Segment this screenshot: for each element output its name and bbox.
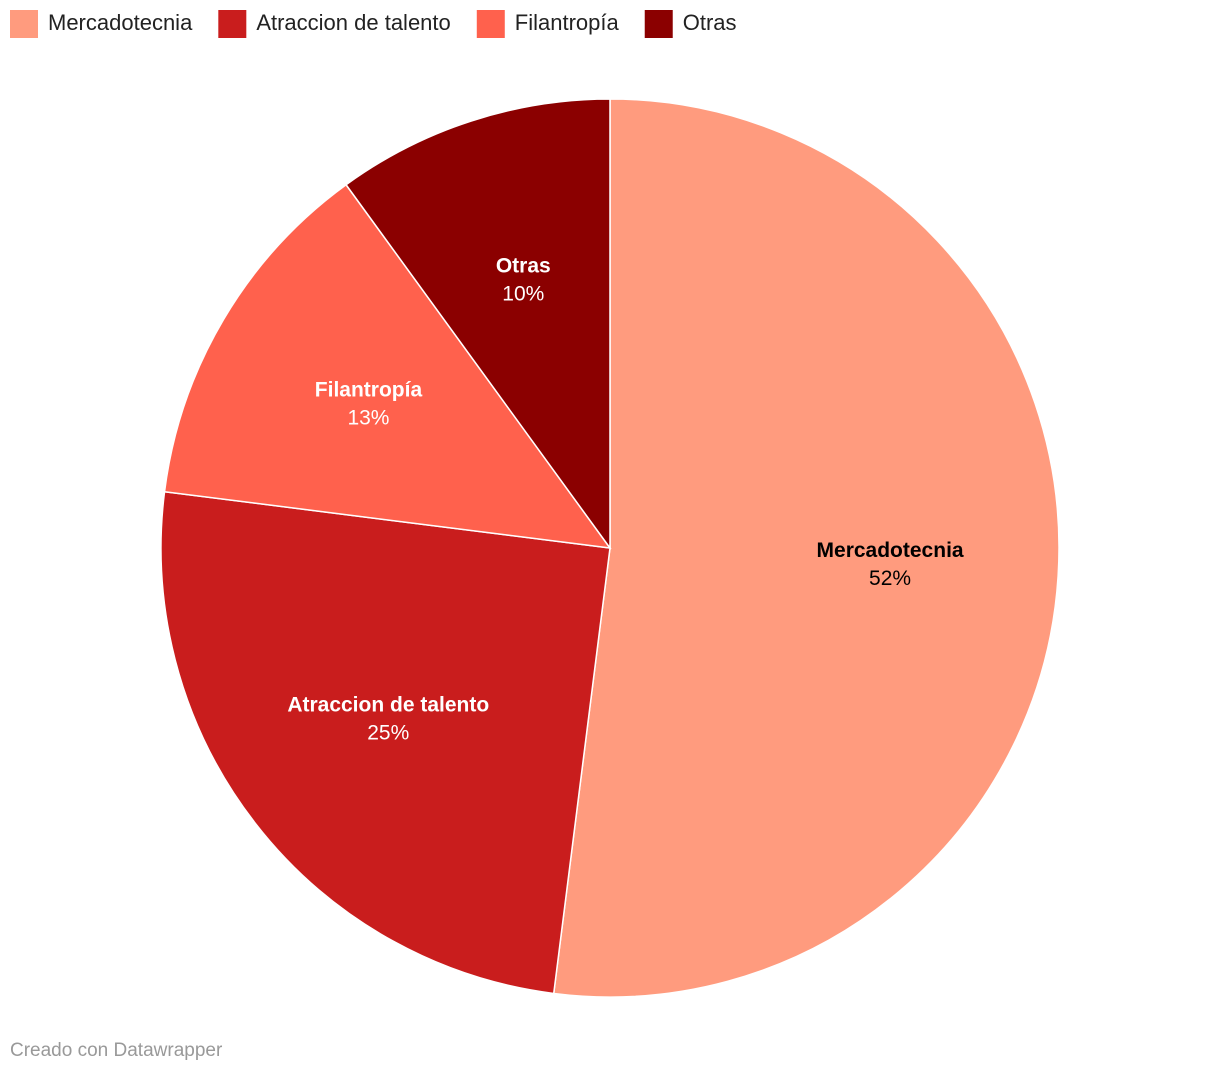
slice-value: 13% bbox=[347, 407, 389, 430]
slice-value: 10% bbox=[502, 283, 544, 306]
legend-swatch bbox=[218, 10, 247, 38]
pie: Mercadotecnia 52% Atraccion de talento 25% F… bbox=[160, 98, 1060, 998]
pie-slice bbox=[160, 490, 611, 995]
pie-slice bbox=[163, 183, 612, 549]
pie-slice bbox=[552, 98, 1060, 998]
slice-name: Mercadotecnia bbox=[817, 539, 964, 562]
slice-value: 52% bbox=[869, 567, 911, 590]
legend-label: Filantropía bbox=[515, 10, 620, 35]
legend-swatch bbox=[476, 10, 505, 38]
legend: Mercadotecnia Atraccion de talento Filantr… bbox=[10, 10, 737, 38]
slice-name: Filantropía bbox=[315, 379, 423, 402]
legend-swatch bbox=[10, 10, 38, 38]
slice-name: Otras bbox=[496, 255, 551, 278]
slice-value: 25% bbox=[367, 722, 409, 745]
credit: Creado con Datawrapper bbox=[10, 1040, 223, 1061]
legend-label: Otras bbox=[683, 10, 737, 35]
legend-label: Atraccion de talento bbox=[256, 10, 450, 35]
legend-label: Mercadotecnia bbox=[48, 10, 193, 35]
pie-slice bbox=[345, 98, 611, 551]
slice-name: Atraccion de talento bbox=[287, 694, 489, 717]
legend-swatch bbox=[644, 10, 673, 38]
